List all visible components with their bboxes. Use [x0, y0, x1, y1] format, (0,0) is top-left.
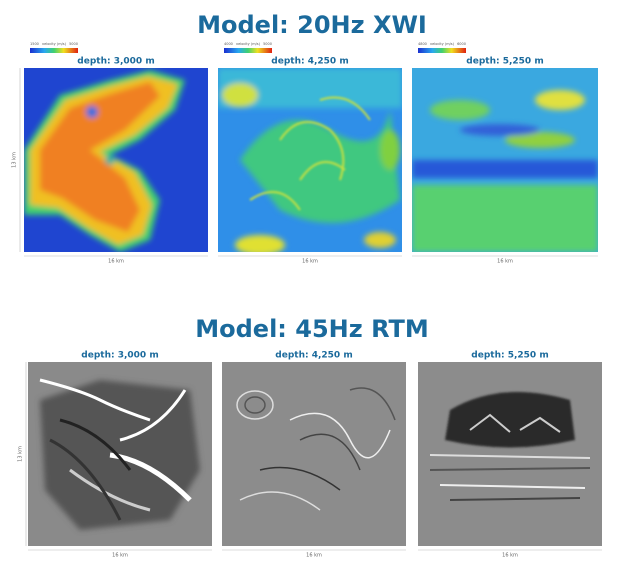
panel-label: depth: 3,000 m: [81, 351, 158, 361]
colorbar-max: 6000: [457, 42, 466, 46]
colorbar-min: 4000: [224, 42, 233, 46]
colorbar-label: velocity (m/s): [236, 42, 261, 46]
colorbar-min: 1500: [30, 42, 39, 46]
y-axis-label: 13 km: [18, 446, 24, 462]
x-axis-label: 16 km: [497, 259, 513, 265]
reflectivity-image: [418, 362, 602, 546]
velocity-image: [24, 68, 208, 252]
x-axis-label: 16 km: [306, 553, 322, 559]
colorbar-max: 5000: [263, 42, 272, 46]
x-axis-label: 16 km: [108, 259, 124, 265]
velocity-image: [218, 68, 402, 252]
x-axis-label: 16 km: [112, 553, 128, 559]
panel-label: depth: 5,250 m: [466, 57, 543, 67]
colorbar-max: 5000: [69, 42, 78, 46]
section-title: Model: 45Hz RTM: [195, 315, 428, 343]
x-axis-label: 16 km: [502, 553, 518, 559]
panel-label: depth: 4,250 m: [271, 57, 348, 67]
colorbar: [418, 48, 466, 53]
colorbar-label: velocity (m/s): [430, 42, 455, 46]
colorbar-min: 4800: [418, 42, 427, 46]
section-title: Model: 20Hz XWI: [197, 11, 427, 39]
reflectivity-image: [28, 362, 212, 546]
colorbar: [30, 48, 78, 53]
panel-label: depth: 3,000 m: [77, 57, 154, 67]
colorbar-label: velocity (m/s): [42, 42, 67, 46]
y-axis-label: 13 km: [12, 152, 18, 168]
panel-label: depth: 4,250 m: [275, 351, 352, 361]
colorbar: [224, 48, 272, 53]
x-axis-label: 16 km: [302, 259, 318, 265]
panel-label: depth: 5,250 m: [471, 351, 548, 361]
reflectivity-image: [222, 362, 406, 546]
velocity-image: [412, 68, 598, 252]
